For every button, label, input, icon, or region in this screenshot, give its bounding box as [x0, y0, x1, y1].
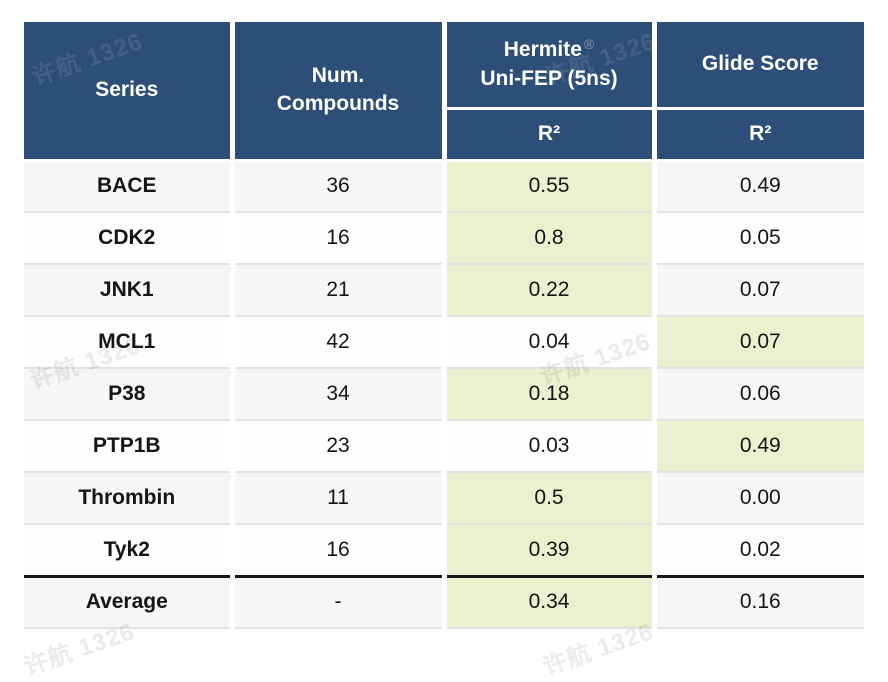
- num-compounds-cell: 23: [232, 420, 447, 473]
- num-compounds-cell: 36: [232, 160, 447, 213]
- series-cell: CDK2: [24, 212, 235, 265]
- glide-r2-cell: 0.00: [654, 472, 864, 525]
- col-header-glide-score: Glide Score: [654, 22, 864, 110]
- table-body: BACE 36 0.55 0.49 CDK2 16 0.8 0.05 JNK1 …: [24, 160, 864, 629]
- fep-r2-cell: 0.22: [444, 264, 657, 317]
- results-table: Series Num. Compounds Hermite ® Uni-FEP (…: [24, 22, 864, 629]
- fep-r2-cell: 0.03: [444, 420, 657, 473]
- col-header-series: Series: [24, 22, 235, 162]
- fep-r2-cell: 0.55: [444, 160, 657, 213]
- glide-r2-cell: 0.49: [654, 160, 864, 213]
- table-row: BACE 36 0.55 0.49: [24, 160, 864, 213]
- series-cell: BACE: [24, 160, 235, 213]
- num-compounds-cell: 16: [232, 524, 447, 577]
- glide-r2-cell: 0.07: [654, 316, 864, 369]
- table-row: P38 34 0.18 0.06: [24, 368, 864, 421]
- num-compounds-line1: Num.: [311, 63, 365, 87]
- table-row: JNK1 21 0.22 0.07: [24, 264, 864, 317]
- table-row: Thrombin 11 0.5 0.00: [24, 472, 864, 525]
- hermite-line2: Uni-FEP (5ns): [480, 66, 618, 90]
- series-cell: Tyk2: [24, 524, 235, 577]
- col-header-hermite-unifep: Hermite ® Uni-FEP (5ns): [444, 22, 657, 110]
- fep-r2-cell: 0.34: [444, 574, 657, 629]
- hermite-line1: Hermite ®: [503, 36, 595, 62]
- series-cell: P38: [24, 368, 235, 421]
- table-row: MCL1 42 0.04 0.07: [24, 316, 864, 369]
- fep-r2-cell: 0.39: [444, 524, 657, 577]
- table-row: CDK2 16 0.8 0.05: [24, 212, 864, 265]
- series-cell: PTP1B: [24, 420, 235, 473]
- glide-r2-cell: 0.49: [654, 420, 864, 473]
- glide-r2-cell: 0.02: [654, 524, 864, 577]
- table-row-average: Average - 0.34 0.16: [24, 574, 864, 629]
- num-compounds-cell: 21: [232, 264, 447, 317]
- num-compounds-cell: -: [232, 574, 447, 629]
- num-compounds-cell: 11: [232, 472, 447, 525]
- series-cell: MCL1: [24, 316, 235, 369]
- glide-r2-cell: 0.05: [654, 212, 864, 265]
- subheader-glide-r2: R²: [654, 108, 864, 162]
- series-cell: Average: [24, 574, 235, 629]
- subheader-fep-r2: R²: [444, 108, 657, 162]
- col-header-num-compounds: Num. Compounds: [232, 22, 447, 162]
- table-row: Tyk2 16 0.39 0.02: [24, 524, 864, 577]
- registered-trademark-icon: ®: [583, 36, 595, 53]
- num-compounds-cell: 42: [232, 316, 447, 369]
- num-compounds-line2: Compounds: [276, 92, 400, 116]
- table-header: Series Num. Compounds Hermite ® Uni-FEP (…: [24, 22, 864, 162]
- num-compounds-cell: 16: [232, 212, 447, 265]
- fep-r2-cell: 0.04: [444, 316, 657, 369]
- glide-r2-cell: 0.16: [654, 574, 864, 629]
- table-row: PTP1B 23 0.03 0.49: [24, 420, 864, 473]
- glide-r2-cell: 0.06: [654, 368, 864, 421]
- fep-r2-cell: 0.18: [444, 368, 657, 421]
- series-cell: JNK1: [24, 264, 235, 317]
- series-cell: Thrombin: [24, 472, 235, 525]
- fep-r2-cell: 0.5: [444, 472, 657, 525]
- glide-r2-cell: 0.07: [654, 264, 864, 317]
- num-compounds-cell: 34: [232, 368, 447, 421]
- fep-r2-cell: 0.8: [444, 212, 657, 265]
